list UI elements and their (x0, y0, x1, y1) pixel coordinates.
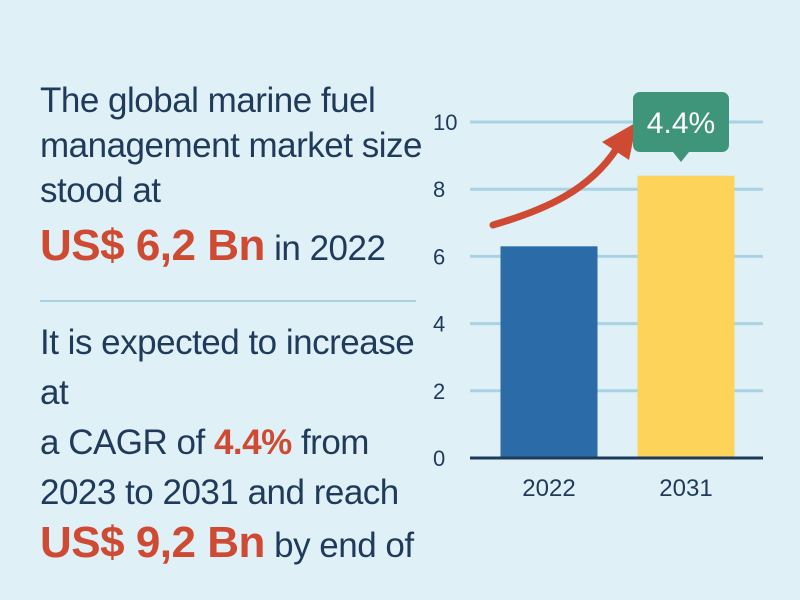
forecast-suffix: by end of (264, 526, 414, 565)
annotation-layer: 4.4% (489, 92, 729, 229)
forecast-text: It is expected to increase at a CAGR of … (40, 318, 425, 571)
y-tick-label-0: 0 (433, 446, 445, 471)
label-layer: 0 2 4 6 8 10 2022 2031 (433, 110, 713, 502)
divider (40, 300, 416, 302)
headline-line3: stood at (40, 171, 161, 210)
cagr-callout-pointer (673, 152, 689, 162)
headline-year: in 2022 (264, 229, 386, 268)
bar-2022 (500, 246, 598, 457)
chart-svg: 0 2 4 6 8 10 2022 2031 4.4% (433, 92, 763, 502)
headline-amount-line: US$ 6,2 Bn in 2022 (40, 217, 425, 278)
cagr-callout-label: 4.4% (647, 107, 715, 140)
bar-chart: 0 2 4 6 8 10 2022 2031 4.4% (425, 80, 800, 520)
forecast-line3: 2023 to 2031 and reach (40, 473, 399, 512)
bar-layer (500, 175, 735, 457)
growth-arrow-head (602, 122, 637, 160)
x-tick-label-2031: 2031 (659, 475, 712, 502)
market-size-2022: US$ 6,2 Bn (40, 221, 265, 270)
bar-2031 (637, 175, 735, 457)
headline-line1: The global marine fuel (40, 81, 376, 120)
market-size-2031: US$ 9,2 Bn (40, 518, 265, 567)
text-panel: The global marine fuel management market… (40, 78, 425, 571)
x-tick-label-2022: 2022 (522, 475, 575, 502)
forecast-line2-suffix: from (291, 423, 370, 462)
y-tick-label-6: 6 (433, 244, 445, 269)
y-tick-label-10: 10 (433, 110, 457, 135)
cagr-value: 4.4% (213, 423, 292, 462)
y-tick-label-8: 8 (433, 177, 445, 202)
headline: The global marine fuel management market… (40, 78, 425, 213)
forecast-line2-prefix: a CAGR of (40, 423, 214, 462)
headline-line2: management market size (40, 126, 422, 165)
y-tick-label-4: 4 (433, 312, 445, 337)
forecast-line1: It is expected to increase at (40, 323, 415, 412)
growth-arrow (489, 144, 621, 229)
cagr-callout (633, 92, 729, 152)
y-tick-label-2: 2 (433, 379, 445, 404)
